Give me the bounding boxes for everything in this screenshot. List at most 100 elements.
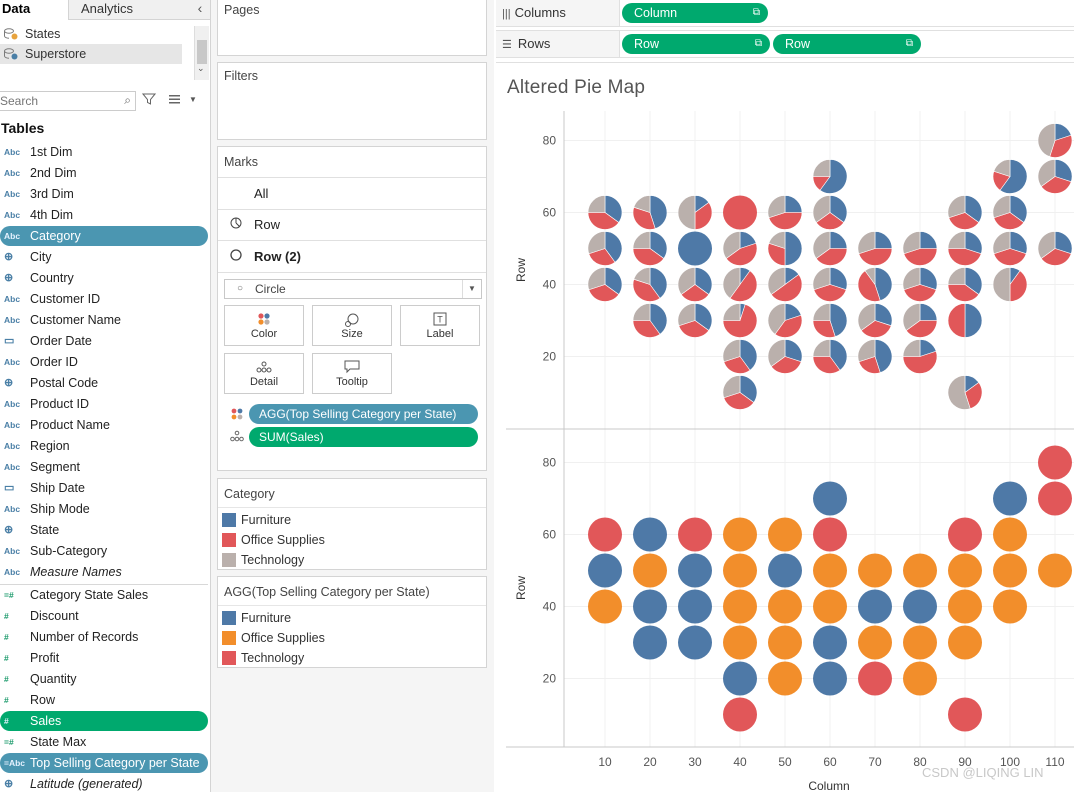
pie-mark[interactable] [767,231,803,266]
pie-mark[interactable] [723,195,757,230]
tooltip-button[interactable]: Tooltip [312,353,392,394]
circle-mark[interactable] [948,625,982,660]
circle-mark[interactable] [678,589,712,624]
chevron-down-icon[interactable]: ▼ [462,280,481,298]
circle-mark[interactable] [993,589,1027,624]
circle-mark[interactable] [858,625,892,660]
field-product-name[interactable]: Abc Product Name [0,415,208,435]
pie-mark[interactable] [722,303,758,338]
pie-mark[interactable] [767,195,803,230]
field-1st-dim[interactable]: Abc 1st Dim [0,142,208,162]
circle-mark[interactable] [1038,481,1072,516]
pie-mark[interactable] [632,267,668,302]
pie-mark[interactable] [947,303,983,338]
pie-mark[interactable] [902,303,938,338]
field-quantity[interactable]: # Quantity [0,669,208,689]
caret-down-icon[interactable]: ▼ [189,95,197,104]
pie-mark[interactable] [587,267,623,302]
circle-mark[interactable] [588,517,622,552]
tab-data[interactable]: Data [0,0,70,20]
pie-mark[interactable] [812,303,848,338]
circle-mark[interactable] [633,589,667,624]
pie-mark[interactable] [947,375,983,410]
scroll-thumb[interactable] [197,40,207,64]
mark-type-dropdown[interactable]: ○ Circle ▼ [224,279,482,299]
sum-sales-pill[interactable]: SUM(Sales) [249,427,478,447]
marks-row-tab[interactable]: Row [218,209,486,241]
circle-mark[interactable] [633,625,667,660]
circle-mark[interactable] [813,661,847,696]
chevron-left-icon[interactable]: ‹ [197,0,203,16]
pie-mark[interactable] [632,231,668,266]
pie-mark[interactable] [587,195,623,230]
filters-card[interactable]: Filters [217,62,487,140]
circle-mark[interactable] [678,625,712,660]
search-box[interactable]: ⌕ [0,91,136,111]
field-region[interactable]: Abc Region [0,436,208,456]
circle-mark[interactable] [903,625,937,660]
circle-mark[interactable] [678,517,712,552]
pie-mark[interactable] [677,303,713,338]
circle-mark[interactable] [993,517,1027,552]
pie-mark[interactable] [857,303,893,338]
field-ship-mode[interactable]: Abc Ship Mode [0,499,208,519]
circle-mark[interactable] [858,589,892,624]
field-customer-name[interactable]: Abc Customer Name [0,310,208,330]
pie-mark[interactable] [722,375,758,410]
circle-mark[interactable] [993,553,1027,588]
field-order-id[interactable]: Abc Order ID [0,352,208,372]
field-latitude-generated-[interactable]: ⊕ Latitude (generated) [0,774,208,792]
pie-mark[interactable] [857,231,893,266]
pie-mark[interactable] [947,231,983,266]
pie-mark[interactable] [1037,231,1073,266]
pages-card[interactable]: Pages [217,0,487,56]
field-category[interactable]: Abc Category [0,226,208,246]
circle-mark[interactable] [768,517,802,552]
pie-mark[interactable] [812,195,848,230]
pie-mark[interactable] [678,231,712,266]
row-pill-2[interactable]: Row ⧉ [773,34,921,54]
circle-mark[interactable] [588,589,622,624]
pie-mark[interactable] [812,339,848,374]
pie-mark[interactable] [902,267,938,302]
marks-row2-tab[interactable]: Row (2) [218,241,486,273]
circle-mark[interactable] [588,553,622,588]
field-number-of-records[interactable]: # Number of Records [0,627,208,647]
pie-mark[interactable] [632,195,668,230]
agg-pill[interactable]: AGG(Top Selling Category per State) [249,404,478,424]
field-row[interactable]: # Row [0,690,208,710]
circle-mark[interactable] [813,625,847,660]
circle-mark[interactable] [723,661,757,696]
tab-analytics[interactable]: Analytics [68,0,210,20]
size-button[interactable]: Size [312,305,392,346]
field-measure-names[interactable]: Abc Measure Names [0,562,208,582]
field-postal-code[interactable]: ⊕ Postal Code [0,373,208,393]
marks-all-tab[interactable]: All [218,177,486,210]
circle-mark[interactable] [858,553,892,588]
pie-mark[interactable] [812,267,848,302]
circle-mark[interactable] [723,697,757,732]
circle-mark[interactable] [858,661,892,696]
pie-mark[interactable] [632,303,668,338]
pie-mark[interactable] [722,267,758,302]
pie-mark[interactable] [1037,159,1073,194]
pie-mark[interactable] [947,195,983,230]
pie-mark[interactable] [767,267,803,302]
field-city[interactable]: ⊕ City [0,247,208,267]
pie-mark[interactable] [947,267,983,302]
column-pill[interactable]: Column ⧉ [622,3,768,23]
field-ship-date[interactable]: ▭ Ship Date [0,478,208,498]
pie-mark[interactable] [722,231,758,266]
color-button[interactable]: Color [224,305,304,346]
field-4th-dim[interactable]: Abc 4th Dim [0,205,208,225]
rows-shelf[interactable]: ☰ Rows Row ⧉ Row ⧉ [496,30,1074,58]
circle-mark[interactable] [768,553,802,588]
circle-mark[interactable] [723,517,757,552]
search-input[interactable] [0,93,110,109]
circle-mark[interactable] [813,589,847,624]
field-product-id[interactable]: Abc Product ID [0,394,208,414]
circle-mark[interactable] [948,697,982,732]
pie-mark[interactable] [902,231,938,266]
pie-mark[interactable] [857,267,893,302]
pie-mark[interactable] [902,339,938,374]
